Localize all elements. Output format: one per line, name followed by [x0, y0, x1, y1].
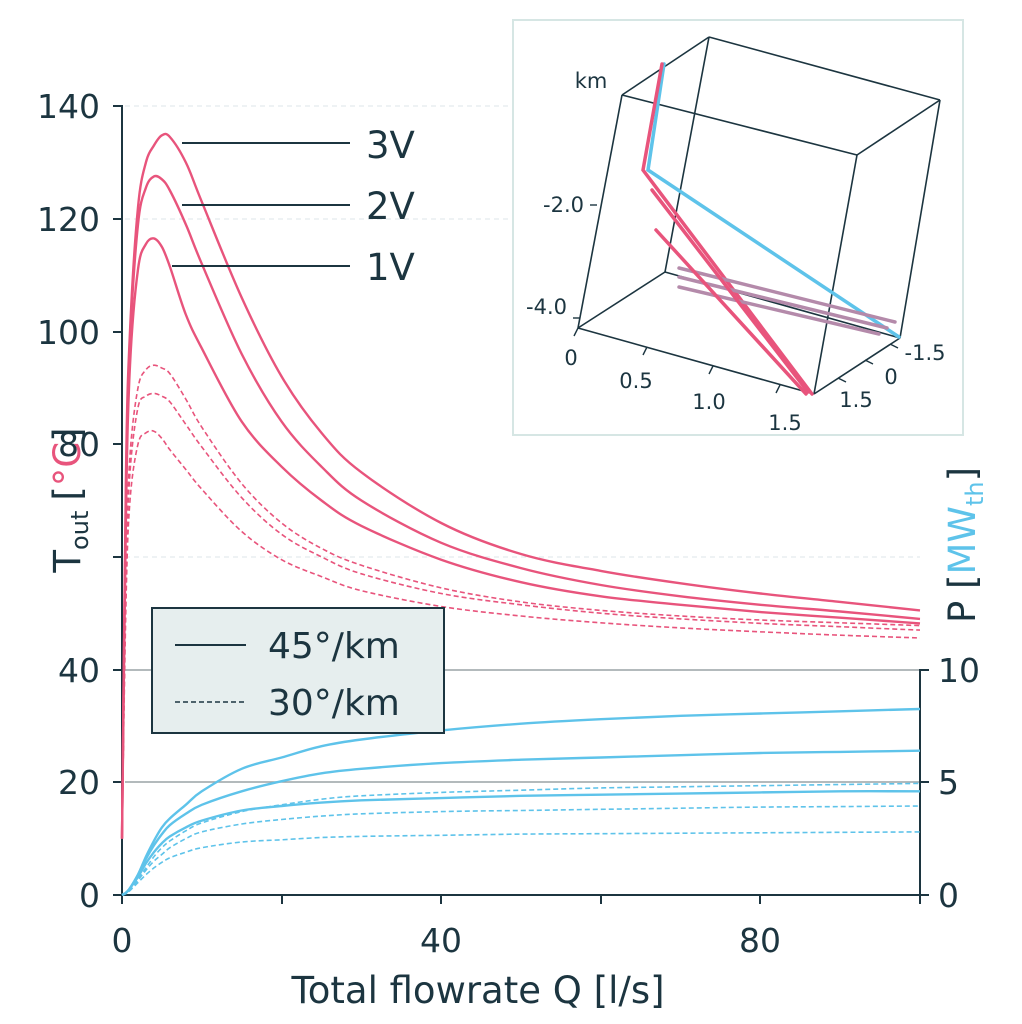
- cube-edge: [856, 99, 941, 156]
- inset-x-tick: [775, 384, 781, 394]
- series-temperature-2v-45: [120, 174, 921, 839]
- y-right-title-unit: MW: [941, 506, 984, 575]
- legend-label-45: 45°/km: [268, 626, 400, 667]
- cube-edge: [577, 94, 623, 329]
- y-left-tick-label: 80: [58, 425, 100, 464]
- inset-x-tick: [642, 346, 648, 356]
- inset-panel: [512, 19, 964, 436]
- series-power-2v-30: [121, 805, 921, 896]
- series-power-1v-45: [121, 790, 921, 897]
- inset-x-tick-label: 1.5: [768, 411, 801, 435]
- y-right-title-close: ]: [941, 467, 984, 481]
- annotations: 3V 2V 1V: [172, 124, 415, 289]
- y-left-title-open: [: [46, 486, 89, 500]
- x-tick-label: 40: [420, 921, 462, 960]
- y-right-tick-label: 0: [938, 876, 959, 915]
- well-lateral: [677, 275, 889, 330]
- well-lateral: [677, 285, 881, 336]
- well-trajectory-pink: [641, 62, 814, 396]
- y-left-tick-label: 140: [37, 87, 100, 126]
- inset-trajectories: [641, 62, 901, 396]
- ticks: [113, 105, 929, 904]
- series-temperature-1v-30: [121, 429, 921, 839]
- y-right-tick-label: 5: [938, 763, 959, 802]
- y-left-tick-label: 100: [37, 313, 100, 352]
- y-right-title-open: P [: [941, 575, 984, 624]
- annotation-1v: 1V: [366, 246, 415, 289]
- well-fan: [650, 188, 810, 394]
- svg-text:P [MWth]: P [MWth]: [941, 467, 989, 623]
- annotation-3v: 3V: [366, 124, 415, 167]
- y-left-axis-title: Tout [°C]: [46, 427, 94, 573]
- inset-y-tick: [889, 343, 899, 349]
- inset-z-title: km: [575, 69, 608, 93]
- inset-x-tick-label: 0.5: [619, 369, 652, 393]
- legend-box: [151, 607, 445, 734]
- y-left-title-sub: out: [66, 511, 94, 550]
- legend-label-30: 30°/km: [268, 683, 400, 724]
- inset-y-tick-label: 1.5: [839, 388, 872, 412]
- x-tick-label: 0: [112, 921, 133, 960]
- series-layer: [120, 132, 921, 897]
- inset-y-tick: [837, 377, 847, 383]
- y-left-tick-label: 20: [58, 763, 100, 802]
- series-power-2v-45: [121, 749, 921, 897]
- series-temperature-2v-30: [121, 392, 921, 839]
- tick-labels: 140 120 100 80 40 20 0 0 40 80 10 5 0: [37, 87, 980, 960]
- x-axis-title: Total flowrate Q [l/s]: [290, 969, 664, 1012]
- cube-edge: [813, 337, 901, 395]
- y-left-tick-label: 0: [79, 876, 100, 915]
- y-right-title-sub: th: [961, 481, 989, 506]
- cube-edge: [621, 94, 858, 156]
- inset-cube-edges: [577, 36, 941, 395]
- y-left-tick-label: 40: [58, 651, 100, 690]
- inset-x-tick: [708, 365, 714, 375]
- series-power-3v-30: [121, 782, 921, 896]
- cube-edge: [813, 154, 858, 395]
- well-fan: [654, 228, 808, 396]
- cube-edge: [577, 327, 815, 395]
- cube-edge: [621, 36, 710, 96]
- y-left-title-unit: °C: [46, 442, 89, 486]
- svg-text:Tout[°C]: Tout [°C]: [46, 427, 94, 573]
- inset-z-tick-label: -4.0: [526, 295, 567, 319]
- inset-ticks: [573, 204, 899, 394]
- cube-edge: [899, 99, 941, 339]
- well-lateral: [677, 266, 897, 324]
- inset-y-tick-label: 0: [884, 365, 897, 389]
- series-temperature-1v-45: [120, 237, 921, 839]
- inset-y-tick-label: -1.5: [905, 341, 946, 365]
- inset-x-tick-label: 1.0: [692, 390, 725, 414]
- series-temperature-3v-30: [121, 364, 921, 839]
- y-right-axis-title: P [MWth]: [941, 467, 989, 623]
- y-right-tick-label: 10: [938, 651, 980, 690]
- inset-z-tick-label: -2.0: [543, 193, 584, 217]
- cube-edge: [577, 271, 666, 329]
- y-left-title-close: ]: [46, 427, 89, 441]
- series-power-1v-30: [121, 831, 921, 896]
- well-trajectory-blue: [646, 62, 901, 339]
- inset-y-tick: [864, 359, 874, 365]
- y-left-tick-label: 120: [37, 200, 100, 239]
- legend: 45°/km 30°/km: [151, 607, 445, 734]
- cube-edge: [708, 36, 941, 101]
- inset-x-tick: [573, 327, 579, 337]
- x-tick-label: 80: [739, 921, 781, 960]
- inset-3d-plot: km -2.0 -4.0 0 0.5 1.0 1.5 1.5 0 -1.5: [526, 36, 946, 435]
- y-left-title-main: T: [46, 550, 89, 574]
- annotation-2v: 2V: [366, 185, 415, 228]
- inset-x-tick-label: 0: [564, 346, 577, 370]
- cube-edge: [664, 36, 710, 273]
- series-power-3v-45: [121, 707, 921, 897]
